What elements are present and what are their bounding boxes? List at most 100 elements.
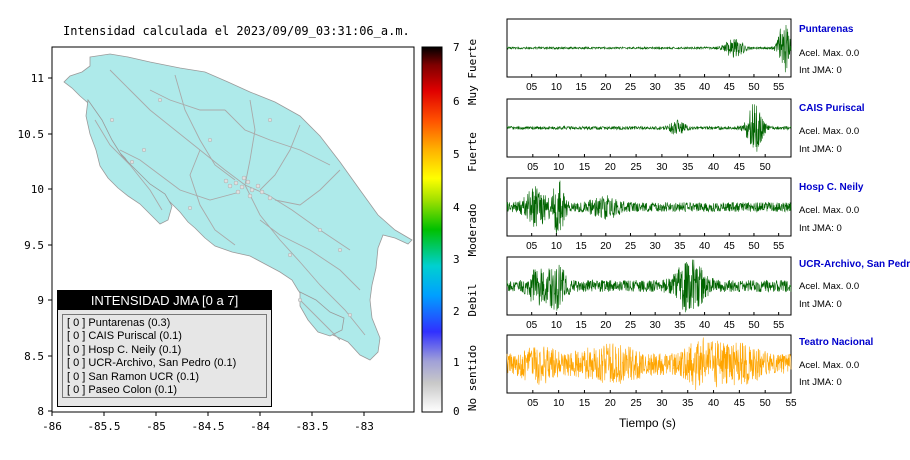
y-tick-label: 9.5 [24, 239, 44, 252]
seismogram-trace [506, 180, 792, 234]
time-tick-label: 10 [553, 162, 565, 173]
colorbar-category-labels: Muy Fuerte Fuerte Moderado Debil No sent… [466, 39, 479, 411]
map-title: Intensidad calculada el 2023/09/09_03:31… [63, 24, 410, 38]
station-jma: Int JMA: 0 [799, 144, 842, 155]
time-tick-label: 30 [650, 82, 662, 93]
time-tick-label: 20 [600, 241, 612, 252]
time-tick-label: 30 [656, 398, 668, 409]
time-tick-label: 10 [551, 241, 563, 252]
x-tick-label: -86 [42, 420, 62, 433]
legend-item: [ 0 ] Paseo Colon (0.1) [67, 384, 178, 397]
station-jma: Int JMA: 0 [799, 223, 842, 234]
colorbar-tick: 4 [453, 201, 460, 214]
y-tick-label: 8 [37, 405, 44, 418]
intensity-legend: INTENSIDAD JMA [0 a 7] [ 0 ] Puntarenas … [57, 290, 272, 407]
x-tick-label: -85 [146, 420, 166, 433]
time-tick-label: 15 [579, 162, 591, 173]
time-tick-label: 20 [605, 398, 617, 409]
seismogram-trace [506, 337, 792, 391]
legend-title: INTENSIDAD JMA [0 a 7] [58, 291, 271, 310]
time-tick-label: 25 [625, 241, 637, 252]
seismogram-trace [506, 259, 792, 313]
x-tick-label: -84 [250, 420, 270, 433]
legend-item: [ 0 ] Hosp C. Neily (0.1) [67, 343, 182, 356]
time-tick-label: 10 [551, 320, 563, 331]
time-tick-label: 05 [526, 82, 538, 93]
seismogram-trace [506, 24, 792, 73]
x-axis-title: Tiempo (s) [619, 416, 676, 430]
y-tick-label: 9 [37, 294, 44, 307]
station-points [109, 97, 353, 318]
road-network [94, 69, 366, 341]
time-tick-label: 35 [674, 320, 686, 331]
time-tick-label: 55 [785, 398, 797, 409]
time-tick-label: 45 [734, 162, 746, 173]
time-tick-label: 20 [605, 162, 617, 173]
legend-item: [ 0 ] San Ramon UCR (0.1) [67, 370, 200, 383]
time-tick-label: 45 [734, 398, 746, 409]
colorbar-tick: 5 [453, 148, 460, 161]
time-tick-label: 30 [656, 162, 668, 173]
time-tick-label: 40 [699, 241, 711, 252]
x-tick-label: -84.5 [191, 420, 224, 433]
y-tick-label: 10.5 [18, 128, 45, 141]
time-tick-label: 05 [526, 320, 538, 331]
x-tick-label: -83.5 [295, 420, 328, 433]
time-tick-label: 50 [748, 320, 760, 331]
time-tick-label: 45 [724, 82, 736, 93]
station-name: UCR-Archivo, San Pedro [799, 259, 910, 270]
time-tick-label: 40 [708, 162, 720, 173]
time-tick-label: 45 [724, 320, 736, 331]
legend-item: [ 0 ] CAIS Puriscal (0.1) [67, 330, 182, 343]
time-tick-label: 45 [724, 241, 736, 252]
colorbar-tick: 6 [453, 95, 460, 108]
time-tick-label: 35 [682, 398, 694, 409]
x-tick-label: -83 [354, 420, 374, 433]
time-tick-label: 15 [576, 320, 588, 331]
time-tick-label: 40 [699, 320, 711, 331]
time-tick-label: 50 [748, 82, 760, 93]
y-tick-label: 8.5 [24, 350, 44, 363]
time-tick-label: 55 [773, 320, 785, 331]
time-tick-label: 05 [527, 398, 539, 409]
time-tick-label: 35 [674, 241, 686, 252]
colorbar-tick-labels: 7 6 5 4 3 2 1 0 [453, 41, 460, 418]
map-x-tick-labels: -86 -85.5 -85 -84.5 -84 -83.5 -83 [42, 420, 374, 433]
colorbar-category: Fuerte [466, 132, 479, 172]
colorbar-category: Moderado [466, 204, 479, 257]
time-tick-label: 55 [773, 241, 785, 252]
time-tick-label: 50 [760, 398, 772, 409]
station-jma: Int JMA: 0 [799, 377, 842, 388]
time-tick-label: 25 [625, 320, 637, 331]
colorbar-tick: 1 [453, 356, 460, 369]
seismogram-frame [506, 177, 792, 237]
map-x-ticks [51, 412, 365, 416]
seismogram-panels: 05 10 15 20 25 30 35 40 45 50 55 05 10 15 20 25 30 35 40 45… [506, 18, 797, 409]
x-tick-label: -85.5 [87, 420, 120, 433]
station-accel: Acel. Max. 0.0 [799, 281, 860, 292]
legend-item: [ 0 ] UCR-Archivo, San Pedro (0.1) [67, 357, 237, 370]
time-tick-label: 15 [579, 398, 591, 409]
time-tick-label: 20 [600, 320, 612, 331]
map-y-ticks [48, 77, 52, 412]
osa-peninsula [299, 291, 345, 337]
station-name: Puntarenas [799, 24, 854, 35]
time-tick-label: 25 [625, 82, 637, 93]
time-tick-label: 15 [576, 82, 588, 93]
time-tick-label: 15 [576, 241, 588, 252]
time-tick-label: 55 [773, 82, 785, 93]
time-tick-label: 50 [760, 162, 772, 173]
time-tick-label: 40 [699, 82, 711, 93]
time-tick-label: 10 [551, 82, 563, 93]
station-accel: Acel. Max. 0.0 [799, 48, 860, 59]
station-accel: Acel. Max. 0.0 [799, 126, 860, 137]
station-name: Teatro Nacional [799, 337, 874, 348]
time-tick-label: 10 [553, 398, 565, 409]
time-tick-label: 25 [631, 398, 643, 409]
y-tick-label: 11 [31, 72, 44, 85]
y-tick-label: 10 [31, 183, 44, 196]
colorbar-tick: 0 [453, 405, 460, 418]
colorbar-category: Muy Fuerte [466, 39, 479, 105]
time-tick-label: 35 [682, 162, 694, 173]
